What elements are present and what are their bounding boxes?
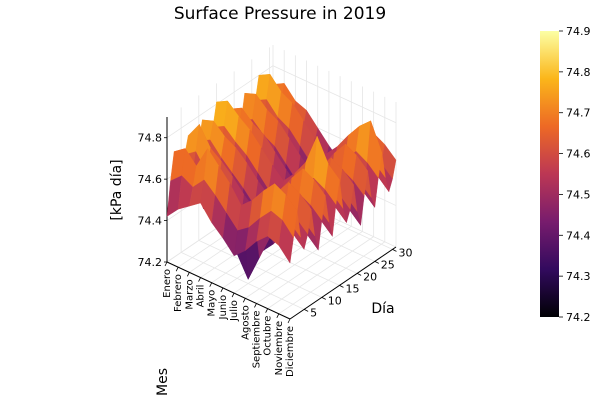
x-tick-label: Septiembre <box>251 310 262 368</box>
y-tick-label: 15 <box>345 282 359 295</box>
y-tick-mark <box>356 273 362 276</box>
x-tick-label: Agosto <box>240 305 251 340</box>
x-axis-line <box>166 261 291 320</box>
x-axis-label: Mes <box>155 368 171 396</box>
colorbar-tick-label: 74.3 <box>566 270 591 283</box>
x-tick-label: Diciembre <box>285 326 296 377</box>
z-tick-label: 74.6 <box>138 173 163 186</box>
x-tick-label: Noviembre <box>274 321 285 376</box>
colorbar: 74.2 74.3 74.4 74.5 74.6 74.7 74.8 74.9 <box>540 25 591 324</box>
x-tick-label: Abril <box>196 285 207 308</box>
x-tick-label: Octubre <box>263 316 274 356</box>
colorbar-tick-label: 74.4 <box>566 229 591 242</box>
y-tick-mark <box>321 297 326 300</box>
colorbar-tick-label: 74.9 <box>566 25 591 38</box>
z-tick-label: 74.8 <box>138 132 163 145</box>
grid-line <box>256 231 363 304</box>
surface-cell <box>278 219 294 264</box>
x-tick-mark <box>198 277 201 282</box>
y-tick-mark <box>374 261 379 264</box>
grid-line <box>198 240 322 298</box>
y-axis-line <box>289 246 397 320</box>
x-tick-label: Mayo <box>207 290 218 317</box>
colorbar-ticks: 74.2 74.3 74.4 74.5 74.6 74.7 74.8 74.9 <box>559 25 591 324</box>
axes <box>166 117 397 320</box>
x-tick-label: Marzo <box>184 279 195 309</box>
z-tick-label: 74.4 <box>138 215 163 228</box>
surface <box>166 73 397 281</box>
z-axis-label: [kPa día] <box>109 159 125 220</box>
grid-line <box>272 65 397 124</box>
colorbar-tick-label: 74.7 <box>566 107 591 120</box>
colorbar-gradient <box>540 31 559 317</box>
y-axis-label: Día <box>371 301 394 317</box>
y-tick-mark <box>392 249 397 252</box>
x-axis-ticks: Enero Febrero Marzo Abril Mayo Junio Julio Agos… <box>162 261 296 377</box>
x-tick-mark <box>287 318 291 324</box>
x-tick-label: Julio <box>229 300 240 322</box>
chart-title: Surface Pressure in 2019 <box>174 4 386 24</box>
y-tick-label: 25 <box>381 258 395 271</box>
y-tick-mark <box>303 309 309 312</box>
z-tick-label: 74.2 <box>138 256 163 269</box>
x-tick-mark <box>276 313 280 318</box>
x-tick-mark <box>175 267 179 272</box>
x-tick-label: Febrero <box>173 274 184 312</box>
x-tick-label: Junio <box>218 295 229 321</box>
y-tick-label: 30 <box>398 246 412 259</box>
x-tick-mark <box>187 272 190 277</box>
y-tick-label: 20 <box>363 270 377 283</box>
grid-line <box>278 241 386 315</box>
colorbar-tick-label: 74.8 <box>566 66 591 79</box>
y-tick-label: 10 <box>328 294 342 307</box>
y-tick-mark <box>339 285 344 288</box>
grid-line <box>180 252 305 310</box>
z-axis-ticks: 74.2 74.4 74.6 74.8 <box>138 132 167 269</box>
grid-line <box>245 225 352 299</box>
x-tick-mark <box>242 298 246 303</box>
y-tick-label: 5 <box>310 306 317 319</box>
x-tick-mark <box>265 308 268 313</box>
x-tick-mark <box>231 292 235 298</box>
grid-line <box>267 236 374 309</box>
colorbar-tick-label: 74.5 <box>566 188 591 201</box>
x-tick-label: Enero <box>162 269 173 298</box>
x-tick-mark <box>209 282 213 287</box>
x-tick-mark <box>220 287 224 293</box>
colorbar-tick-label: 74.2 <box>566 311 591 324</box>
x-tick-mark <box>254 303 257 308</box>
x-tick-mark <box>164 261 168 267</box>
colorbar-tick-label: 74.6 <box>566 148 591 161</box>
